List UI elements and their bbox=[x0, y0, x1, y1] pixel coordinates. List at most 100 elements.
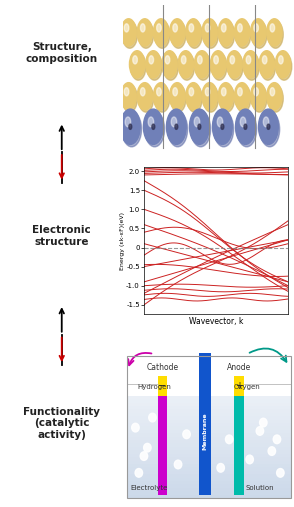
Circle shape bbox=[138, 21, 154, 48]
Bar bbox=[127, 495, 290, 498]
Circle shape bbox=[135, 468, 143, 477]
Circle shape bbox=[140, 452, 148, 460]
Bar bbox=[127, 474, 290, 478]
Bar bbox=[127, 396, 290, 399]
Circle shape bbox=[260, 418, 267, 427]
Circle shape bbox=[173, 24, 178, 32]
Circle shape bbox=[240, 117, 246, 127]
Bar bbox=[127, 447, 290, 450]
Circle shape bbox=[212, 53, 227, 80]
Circle shape bbox=[268, 21, 283, 48]
Bar bbox=[127, 444, 290, 447]
Circle shape bbox=[122, 85, 138, 112]
Circle shape bbox=[225, 435, 233, 444]
Circle shape bbox=[203, 85, 218, 112]
Circle shape bbox=[254, 24, 258, 32]
Circle shape bbox=[268, 85, 283, 112]
Circle shape bbox=[238, 24, 242, 32]
Circle shape bbox=[124, 88, 129, 96]
Circle shape bbox=[155, 21, 170, 48]
Circle shape bbox=[217, 117, 223, 127]
Bar bbox=[127, 403, 290, 406]
X-axis label: Wavevector, k: Wavevector, k bbox=[189, 317, 243, 326]
Bar bbox=[127, 426, 290, 430]
Circle shape bbox=[165, 56, 170, 64]
Bar bbox=[127, 416, 290, 420]
Text: Cathode: Cathode bbox=[146, 363, 178, 372]
Circle shape bbox=[155, 85, 170, 112]
Circle shape bbox=[143, 443, 151, 452]
Circle shape bbox=[187, 21, 202, 48]
Circle shape bbox=[234, 19, 250, 46]
Bar bbox=[127, 410, 290, 413]
Circle shape bbox=[228, 53, 243, 80]
Circle shape bbox=[279, 56, 283, 64]
Circle shape bbox=[244, 53, 259, 80]
Circle shape bbox=[170, 19, 185, 46]
Text: +: + bbox=[235, 381, 243, 391]
Bar bbox=[127, 440, 290, 444]
Circle shape bbox=[148, 117, 154, 127]
Circle shape bbox=[202, 19, 217, 46]
Circle shape bbox=[153, 19, 169, 46]
Circle shape bbox=[246, 56, 251, 64]
Text: Anode: Anode bbox=[227, 363, 251, 372]
Bar bbox=[234, 376, 244, 396]
Circle shape bbox=[145, 112, 165, 147]
Circle shape bbox=[270, 88, 275, 96]
Circle shape bbox=[152, 124, 155, 129]
Bar bbox=[234, 396, 244, 495]
Circle shape bbox=[244, 124, 247, 129]
Circle shape bbox=[187, 85, 202, 112]
Circle shape bbox=[129, 51, 145, 78]
Circle shape bbox=[235, 109, 255, 144]
Bar bbox=[127, 399, 290, 403]
Circle shape bbox=[196, 53, 211, 80]
Bar bbox=[127, 470, 290, 474]
Bar bbox=[127, 413, 290, 416]
Circle shape bbox=[218, 19, 233, 46]
Circle shape bbox=[211, 51, 226, 78]
Circle shape bbox=[137, 83, 153, 110]
Circle shape bbox=[121, 19, 136, 46]
Circle shape bbox=[149, 413, 156, 422]
Circle shape bbox=[122, 112, 141, 147]
Circle shape bbox=[221, 124, 224, 129]
Bar bbox=[127, 406, 290, 410]
Circle shape bbox=[205, 88, 210, 96]
Circle shape bbox=[121, 109, 140, 144]
Circle shape bbox=[263, 117, 269, 127]
Circle shape bbox=[129, 124, 132, 129]
Circle shape bbox=[246, 455, 253, 464]
Circle shape bbox=[219, 21, 235, 48]
Bar bbox=[127, 356, 290, 498]
Text: Oxygen: Oxygen bbox=[233, 384, 260, 390]
Bar bbox=[127, 420, 290, 423]
Circle shape bbox=[217, 463, 224, 472]
Circle shape bbox=[218, 83, 233, 110]
Circle shape bbox=[198, 56, 202, 64]
Bar bbox=[198, 353, 211, 495]
Bar bbox=[127, 481, 290, 484]
Circle shape bbox=[181, 56, 186, 64]
Circle shape bbox=[275, 51, 290, 78]
Circle shape bbox=[186, 19, 201, 46]
Circle shape bbox=[273, 435, 281, 444]
Circle shape bbox=[171, 117, 177, 127]
Circle shape bbox=[166, 109, 186, 144]
Circle shape bbox=[227, 51, 242, 78]
Circle shape bbox=[267, 19, 282, 46]
Circle shape bbox=[276, 53, 292, 80]
Circle shape bbox=[260, 53, 275, 80]
Circle shape bbox=[234, 83, 250, 110]
Circle shape bbox=[175, 124, 178, 129]
Circle shape bbox=[214, 112, 234, 147]
Circle shape bbox=[143, 109, 163, 144]
Circle shape bbox=[221, 24, 226, 32]
Circle shape bbox=[189, 24, 194, 32]
Bar bbox=[158, 376, 167, 396]
Circle shape bbox=[121, 83, 136, 110]
Circle shape bbox=[186, 83, 201, 110]
Circle shape bbox=[252, 21, 267, 48]
Circle shape bbox=[132, 423, 139, 432]
